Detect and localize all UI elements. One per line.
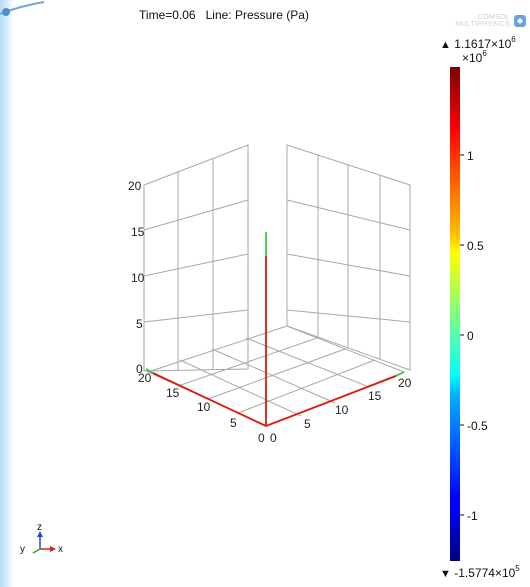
colorbar-tick-label: -0.5 (467, 419, 488, 433)
triad-y-label: y (20, 544, 25, 555)
z-tick-label: 5 (136, 317, 143, 331)
colorbar-tick-labels: 1 0.5 0 -0.5 -1 (467, 149, 488, 523)
colorbar-ticks (460, 155, 464, 515)
floor-grid (148, 326, 404, 426)
right-tick-label: 15 (368, 389, 382, 403)
triad-x-label: x (58, 544, 63, 555)
colorbar-scale-base: ×10 (462, 51, 482, 65)
colorbar-tick-label: 1 (467, 149, 474, 163)
right-axis-ticks: 0 5 10 15 20 (270, 376, 412, 445)
back-right-wall (287, 145, 410, 370)
colorbar-max-exponent: 6 (511, 35, 515, 44)
colorbar-tick-label: 0.5 (467, 239, 484, 253)
z-axis-ticks: 20 15 10 5 0 (128, 179, 145, 376)
pressure-lines (146, 232, 404, 426)
colorbar (450, 67, 460, 561)
left-tick-label: 15 (166, 386, 180, 400)
min-arrow-icon: ▼ (440, 568, 451, 580)
right-tick-label: 20 (398, 376, 412, 390)
axis-orientation-triad: z y x (0, 0, 80, 587)
left-tick-label: 5 (230, 416, 237, 430)
colorbar-min-label: ▼ -1.5774×105 (440, 566, 520, 580)
colorbar-max-label: ▲ 1.1617×106 (440, 37, 516, 51)
colorbar-min-base: ×10 (495, 566, 515, 580)
left-tick-label: 0 (258, 431, 265, 445)
colorbar-min-exponent: 5 (515, 564, 519, 573)
z-tick-label: 15 (131, 225, 145, 239)
left-tick-label: 20 (138, 371, 152, 385)
colorbar-scale-exponent: 6 (482, 49, 486, 58)
z-tick-label: 20 (128, 179, 142, 193)
max-arrow-icon: ▲ (440, 39, 451, 51)
triad-z-label: z (37, 522, 42, 533)
colorbar-max-base: ×10 (491, 37, 511, 51)
left-axis-ticks: 20 15 10 5 0 (138, 371, 265, 445)
left-tick-label: 10 (197, 400, 211, 414)
colorbar-scale-label: ×106 (462, 51, 487, 65)
z-tick-label: 10 (131, 271, 145, 285)
right-tick-label: 5 (304, 417, 311, 431)
right-tick-label: 0 (270, 431, 277, 445)
colorbar-tick-label: 0 (467, 329, 474, 343)
colorbar-min-mantissa: -1.5774 (454, 566, 495, 580)
right-tick-label: 10 (335, 403, 349, 417)
back-left-wall (144, 145, 248, 371)
colorbar-tick-label: -1 (467, 509, 478, 523)
